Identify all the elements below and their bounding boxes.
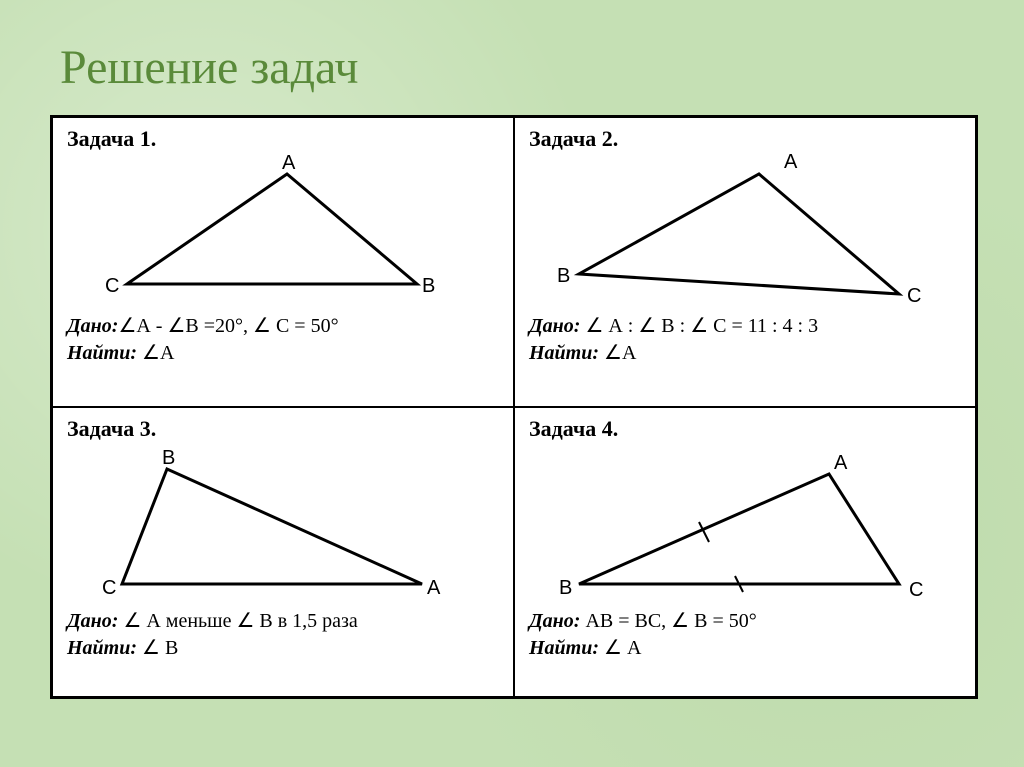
svg-text:В: В xyxy=(557,265,570,287)
find-prefix: Найти: xyxy=(529,637,599,659)
find-text: ∠А xyxy=(604,342,636,364)
find-text: ∠ А xyxy=(604,637,641,659)
given-text: АВ = ВС, ∠ В = 50° xyxy=(585,610,756,632)
svg-text:А: А xyxy=(834,452,848,474)
given-prefix: Дано: xyxy=(67,610,118,632)
given-3: Дано: ∠ А меньше ∠ В в 1,5 раза xyxy=(67,608,499,633)
svg-text:С: С xyxy=(102,577,116,599)
find-1: Найти: ∠А xyxy=(67,340,499,365)
task-cell-2: Задача 2. А В С Дано: ∠ А : ∠ В : ∠ С = … xyxy=(514,117,976,407)
task-cell-4: Задача 4. А В С Дано: АВ = ВС, ∠ В = 50°… xyxy=(514,407,976,697)
find-3: Найти: ∠ В xyxy=(67,635,499,660)
svg-text:А: А xyxy=(427,577,441,599)
given-text: ∠ А меньше ∠ В в 1,5 раза xyxy=(123,610,357,632)
svg-text:С: С xyxy=(907,285,921,307)
find-text: ∠А xyxy=(142,342,174,364)
svg-text:В: В xyxy=(422,275,435,297)
find-text: ∠ В xyxy=(142,637,178,659)
given-4: Дано: АВ = ВС, ∠ В = 50° xyxy=(529,608,961,633)
task-label: Задача 4. xyxy=(529,416,961,442)
task-label: Задача 1. xyxy=(67,126,499,152)
triangle-2: А В С xyxy=(529,154,949,309)
task-grid: Задача 1. А В С Дано:∠А - ∠В =20°, ∠ С =… xyxy=(50,115,978,699)
find-prefix: Найти: xyxy=(529,342,599,364)
page-title: Решение задач xyxy=(60,40,974,95)
given-text: ∠А - ∠В =20°, ∠ С = 50° xyxy=(118,315,338,337)
svg-text:В: В xyxy=(559,577,572,599)
svg-text:С: С xyxy=(909,579,923,601)
given-text: ∠ А : ∠ В : ∠ С = 11 : 4 : 3 xyxy=(585,315,818,337)
task-cell-3: Задача 3. А В С Дано: ∠ А меньше ∠ В в 1… xyxy=(52,407,514,697)
find-prefix: Найти: xyxy=(67,637,137,659)
given-prefix: Дано: xyxy=(529,315,580,337)
svg-text:А: А xyxy=(282,154,296,174)
given-prefix: Дано: xyxy=(67,315,118,337)
given-prefix: Дано: xyxy=(529,610,580,632)
task-cell-1: Задача 1. А В С Дано:∠А - ∠В =20°, ∠ С =… xyxy=(52,117,514,407)
given-1: Дано:∠А - ∠В =20°, ∠ С = 50° xyxy=(67,313,499,338)
find-4: Найти: ∠ А xyxy=(529,635,961,660)
triangle-3: А В С xyxy=(67,444,487,604)
task-label: Задача 3. xyxy=(67,416,499,442)
find-prefix: Найти: xyxy=(67,342,137,364)
given-2: Дано: ∠ А : ∠ В : ∠ С = 11 : 4 : 3 xyxy=(529,313,961,338)
triangle-4: А В С xyxy=(529,444,949,604)
find-2: Найти: ∠А xyxy=(529,340,961,365)
triangle-1: А В С xyxy=(67,154,487,309)
svg-text:А: А xyxy=(784,154,798,173)
svg-text:С: С xyxy=(105,275,119,297)
svg-text:В: В xyxy=(162,447,175,469)
task-label: Задача 2. xyxy=(529,126,961,152)
